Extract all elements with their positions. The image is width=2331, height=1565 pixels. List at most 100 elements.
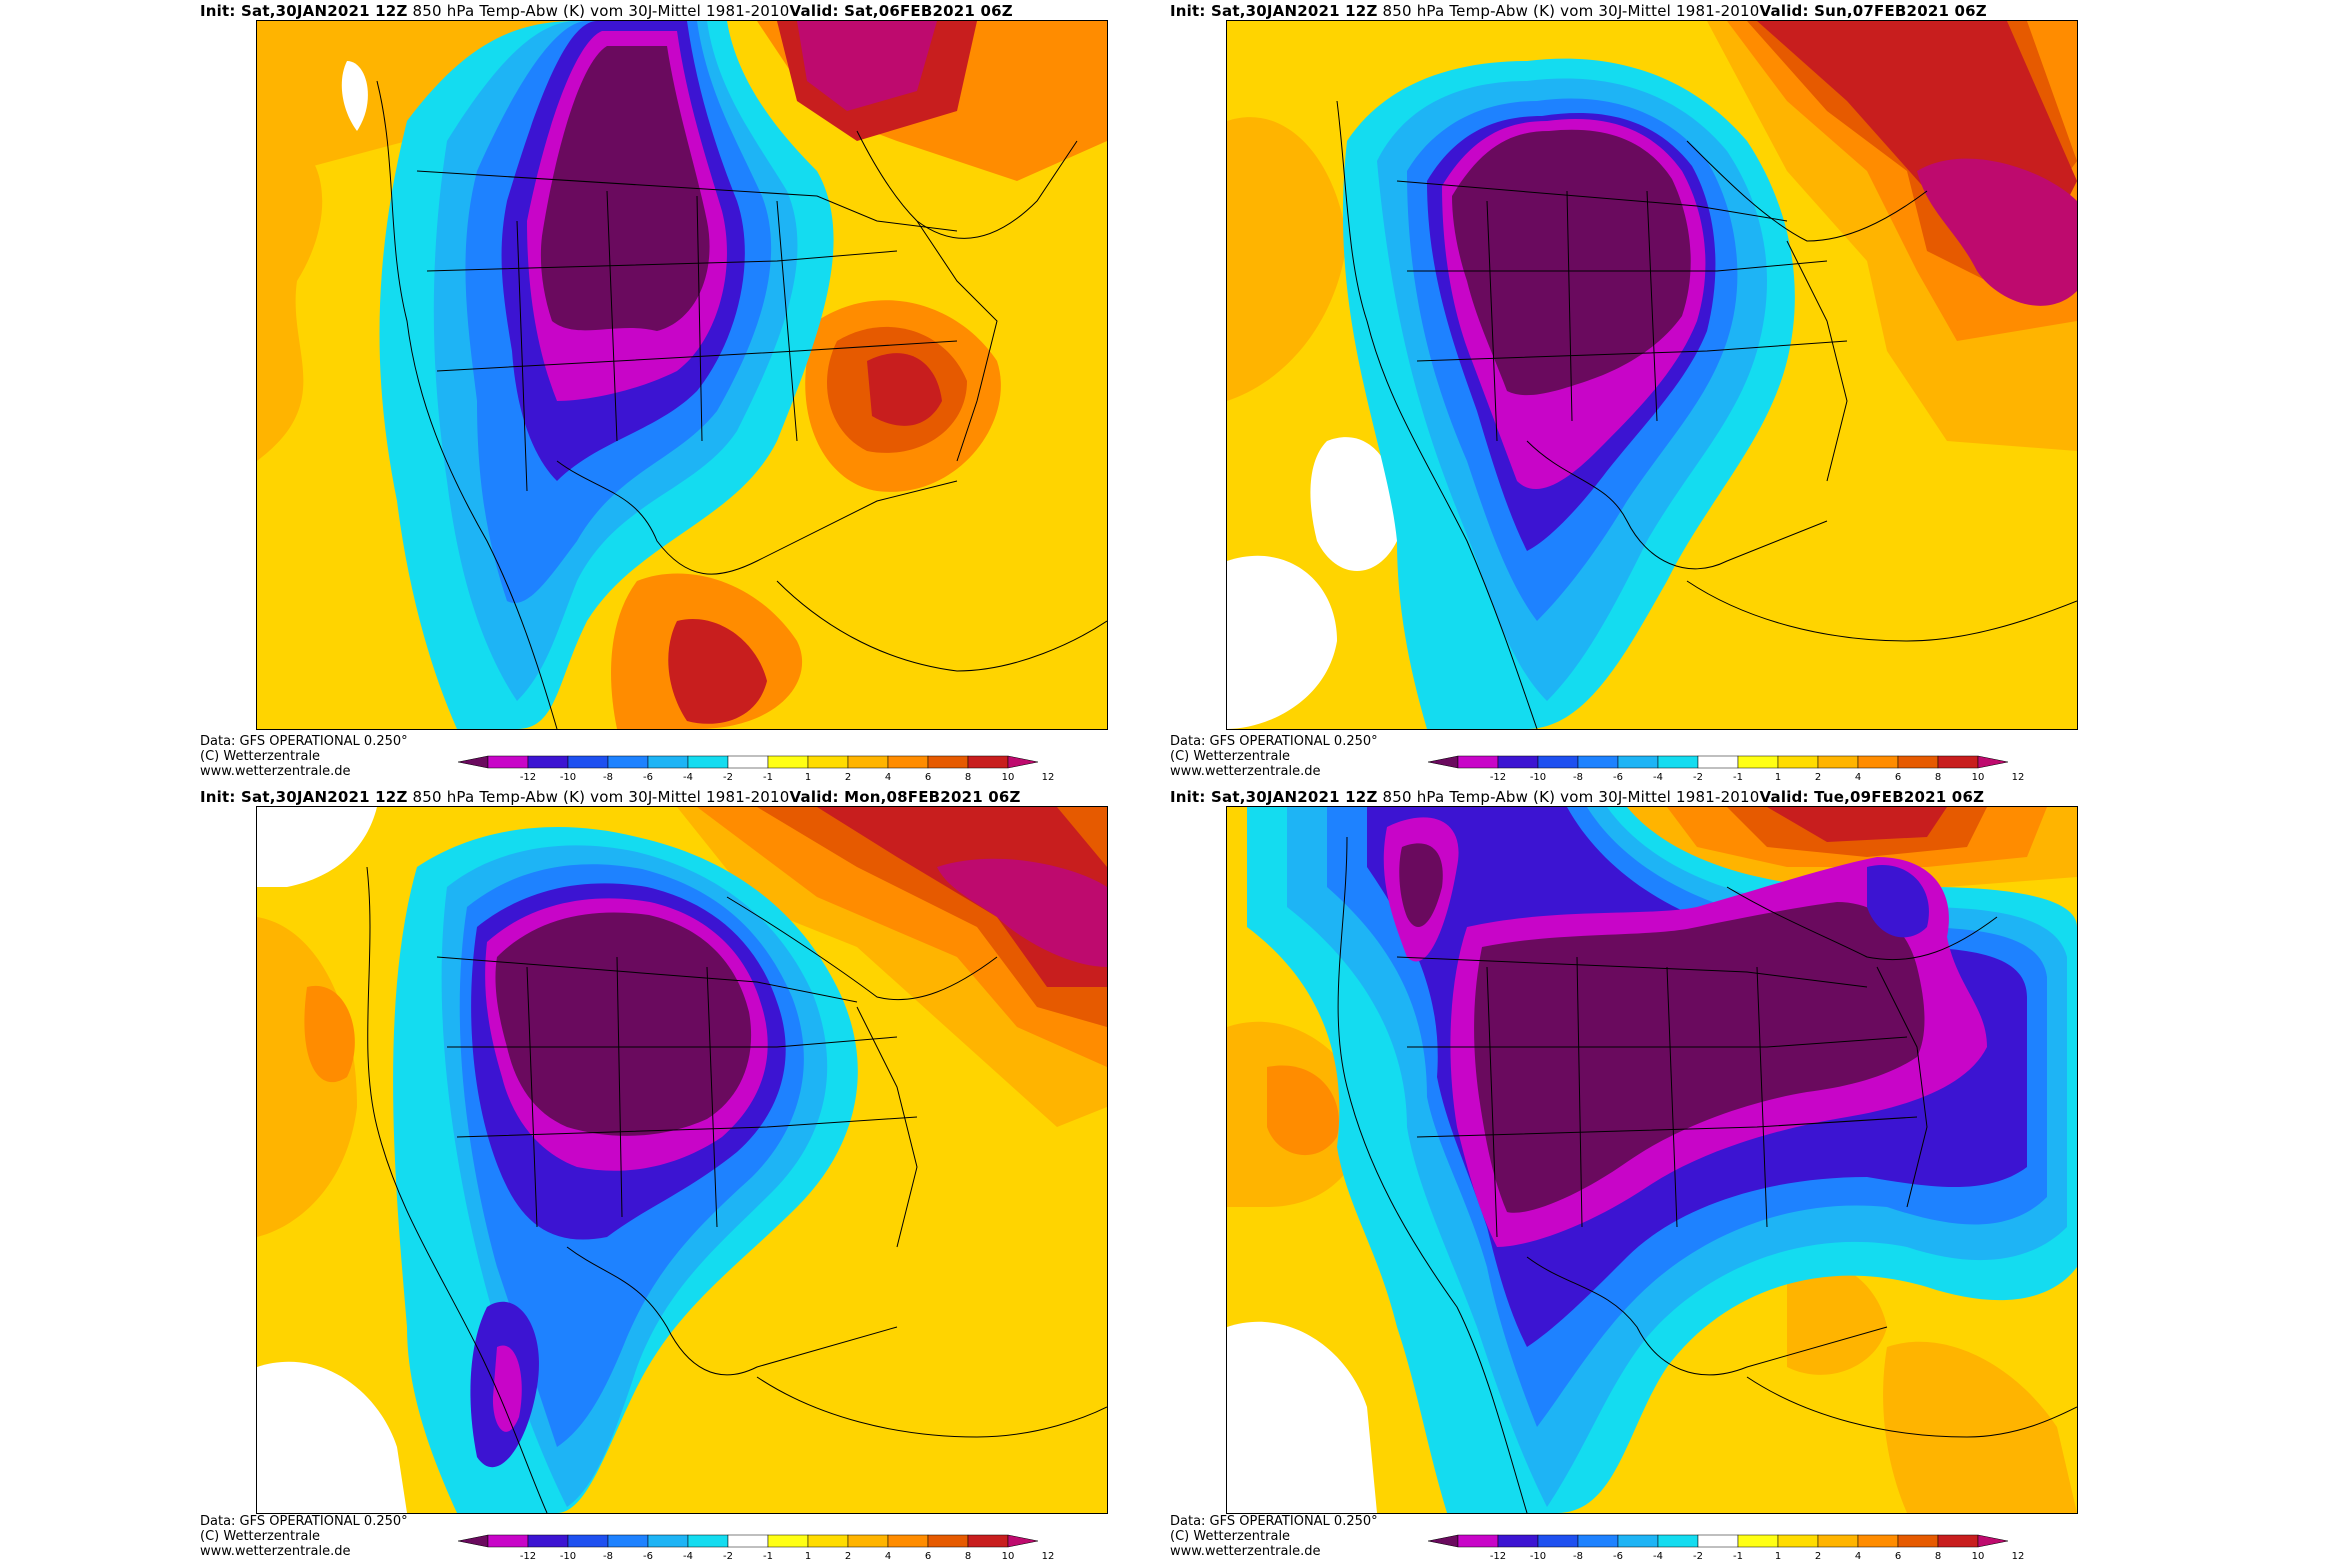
colorbar-segment [1737, 755, 1779, 769]
anomaly-region [867, 353, 942, 426]
colorbar-segment [1617, 755, 1659, 769]
anomaly-map [256, 20, 1108, 730]
colorbar-tick-label: -8 [603, 772, 613, 783]
colorbar-segment [1897, 755, 1939, 769]
anomaly-field [257, 807, 1107, 1513]
colorbar-segment [1857, 1534, 1899, 1548]
colorbar-tick-label: 4 [1855, 772, 1861, 783]
colorbar-tick-label: -12 [520, 1551, 536, 1562]
data-source: Data: GFS OPERATIONAL 0.250° [200, 1514, 408, 1529]
colorbar-tick-label: 10 [1972, 1551, 1985, 1562]
anomaly-region [1310, 437, 1399, 571]
panel-header: Init: Sat,30JAN2021 12Z 850 hPa Temp-Abw… [200, 788, 1021, 806]
colorbar-tick-label: 2 [845, 772, 851, 783]
colorbar-tick-label: -10 [1530, 1551, 1546, 1562]
colorbar-tick-label: 2 [1815, 1551, 1821, 1562]
colorbar: -12 -10 -8 -6 -4 -2 -1 1 2 4 6 8 10 12 [1427, 752, 2138, 786]
colorbar-tick-label: -2 [1693, 1551, 1703, 1562]
colorbar-tick-label: 6 [1895, 772, 1901, 783]
colorbar-segment [807, 755, 849, 769]
colorbar-segment [487, 755, 529, 769]
colorbar-tick-label: 12 [2012, 772, 2025, 783]
panel-header: Init: Sat,30JAN2021 12Z 850 hPa Temp-Abw… [1170, 788, 1984, 806]
website-link[interactable]: www.wetterzentrale.de [200, 764, 351, 779]
colorbar-tick-label: -4 [1653, 1551, 1663, 1562]
data-source: Data: GFS OPERATIONAL 0.250° [1170, 734, 1378, 749]
data-credits: Data: GFS OPERATIONAL 0.250° (C) Wetterz… [1170, 1514, 1378, 1559]
colorbar-tick-label: -6 [643, 772, 653, 783]
colorbar-tick-label: 6 [925, 772, 931, 783]
colorbar-tick-label: -1 [1733, 772, 1743, 783]
website-link[interactable]: www.wetterzentrale.de [1170, 764, 1321, 779]
colorbar-segment [687, 1534, 729, 1548]
colorbar-segment [1657, 755, 1699, 769]
colorbar-tick-label: 8 [1935, 1551, 1941, 1562]
colorbar-tick-label: 12 [1042, 772, 1055, 783]
colorbar-tick-label: -10 [560, 1551, 576, 1562]
colorbar-tick-label: -8 [603, 1551, 613, 1562]
colorbar-segment [807, 1534, 849, 1548]
anomaly-field [1227, 807, 2077, 1513]
colorbar-segment [1977, 1534, 2009, 1548]
colorbar-segment [607, 755, 649, 769]
valid-time: Valid: Sat,06FEB2021 06Z [789, 2, 1013, 20]
colorbar: -12 -10 -8 -6 -4 -2 -1 1 2 4 6 8 10 12 [457, 752, 1168, 786]
colorbar-tick-label: 1 [1775, 772, 1781, 783]
colorbar-segment [767, 1534, 809, 1548]
anomaly-map [256, 806, 1108, 1514]
website-link[interactable]: www.wetterzentrale.de [200, 1544, 351, 1559]
init-time: Init: Sat,30JAN2021 12Z [1170, 2, 1378, 20]
anomaly-field [1227, 21, 2077, 729]
colorbar-segment [1817, 1534, 1859, 1548]
anomaly-region [257, 807, 377, 887]
colorbar-tick-label: -12 [520, 772, 536, 783]
colorbar-segment [727, 755, 769, 769]
colorbar-segment [1777, 755, 1819, 769]
colorbar-segment [457, 755, 489, 769]
colorbar-tick-label: -2 [1693, 772, 1703, 783]
colorbar-tick-label: -1 [763, 1551, 773, 1562]
forecast-panel-1: Init: Sat,30JAN2021 12Z 850 hPa Temp-Abw… [200, 0, 1160, 790]
valid-time: Valid: Sun,07FEB2021 06Z [1759, 2, 1987, 20]
map-title: 850 hPa Temp-Abw (K) vom 30J-Mittel 1981… [412, 788, 790, 806]
colorbar-segment [1697, 755, 1739, 769]
colorbar-tick-label: -2 [723, 1551, 733, 1562]
anomaly-region [540, 46, 710, 331]
colorbar-segment [1977, 755, 2009, 769]
colorbar-tick-label: 4 [885, 1551, 891, 1562]
init-time: Init: Sat,30JAN2021 12Z [1170, 788, 1378, 806]
anomaly-region [1883, 1341, 2077, 1513]
colorbar-tick-label: 1 [1775, 1551, 1781, 1562]
init-time: Init: Sat,30JAN2021 12Z [200, 2, 408, 20]
copyright: (C) Wetterzentrale [1170, 1529, 1291, 1544]
colorbar-tick-label: -10 [560, 772, 576, 783]
colorbar-tick-label: 1 [805, 772, 811, 783]
website-link[interactable]: www.wetterzentrale.de [1170, 1544, 1321, 1559]
colorbar-segment [1577, 755, 1619, 769]
colorbar: -12 -10 -8 -6 -4 -2 -1 1 2 4 6 8 10 12 [1427, 1531, 2138, 1565]
colorbar-segment [967, 755, 1009, 769]
colorbar-tick-label: 1 [805, 1551, 811, 1562]
data-credits: Data: GFS OPERATIONAL 0.250° (C) Wetterz… [1170, 734, 1378, 779]
colorbar-segment [1937, 1534, 1979, 1548]
anomaly-region [1227, 555, 1337, 729]
colorbar-segment [1007, 1534, 1039, 1548]
anomaly-region [257, 137, 323, 461]
colorbar-tick-label: -10 [1530, 772, 1546, 783]
copyright: (C) Wetterzentrale [200, 1529, 321, 1544]
colorbar-segment [1577, 1534, 1619, 1548]
colorbar-segment [967, 1534, 1009, 1548]
anomaly-region [937, 858, 1107, 967]
colorbar-tick-label: 10 [1002, 772, 1015, 783]
anomaly-map [1226, 806, 2078, 1514]
colorbar-tick-label: 2 [1815, 772, 1821, 783]
colorbar-tick-label: -1 [1733, 1551, 1743, 1562]
data-source: Data: GFS OPERATIONAL 0.250° [200, 734, 408, 749]
colorbar-segment [1777, 1534, 1819, 1548]
colorbar-tick-label: -6 [1613, 1551, 1623, 1562]
colorbar-segment [487, 1534, 529, 1548]
colorbar-segment [927, 1534, 969, 1548]
colorbar: -12 -10 -8 -6 -4 -2 -1 1 2 4 6 8 10 12 [457, 1531, 1168, 1565]
anomaly-region [492, 1345, 522, 1432]
init-time: Init: Sat,30JAN2021 12Z [200, 788, 408, 806]
